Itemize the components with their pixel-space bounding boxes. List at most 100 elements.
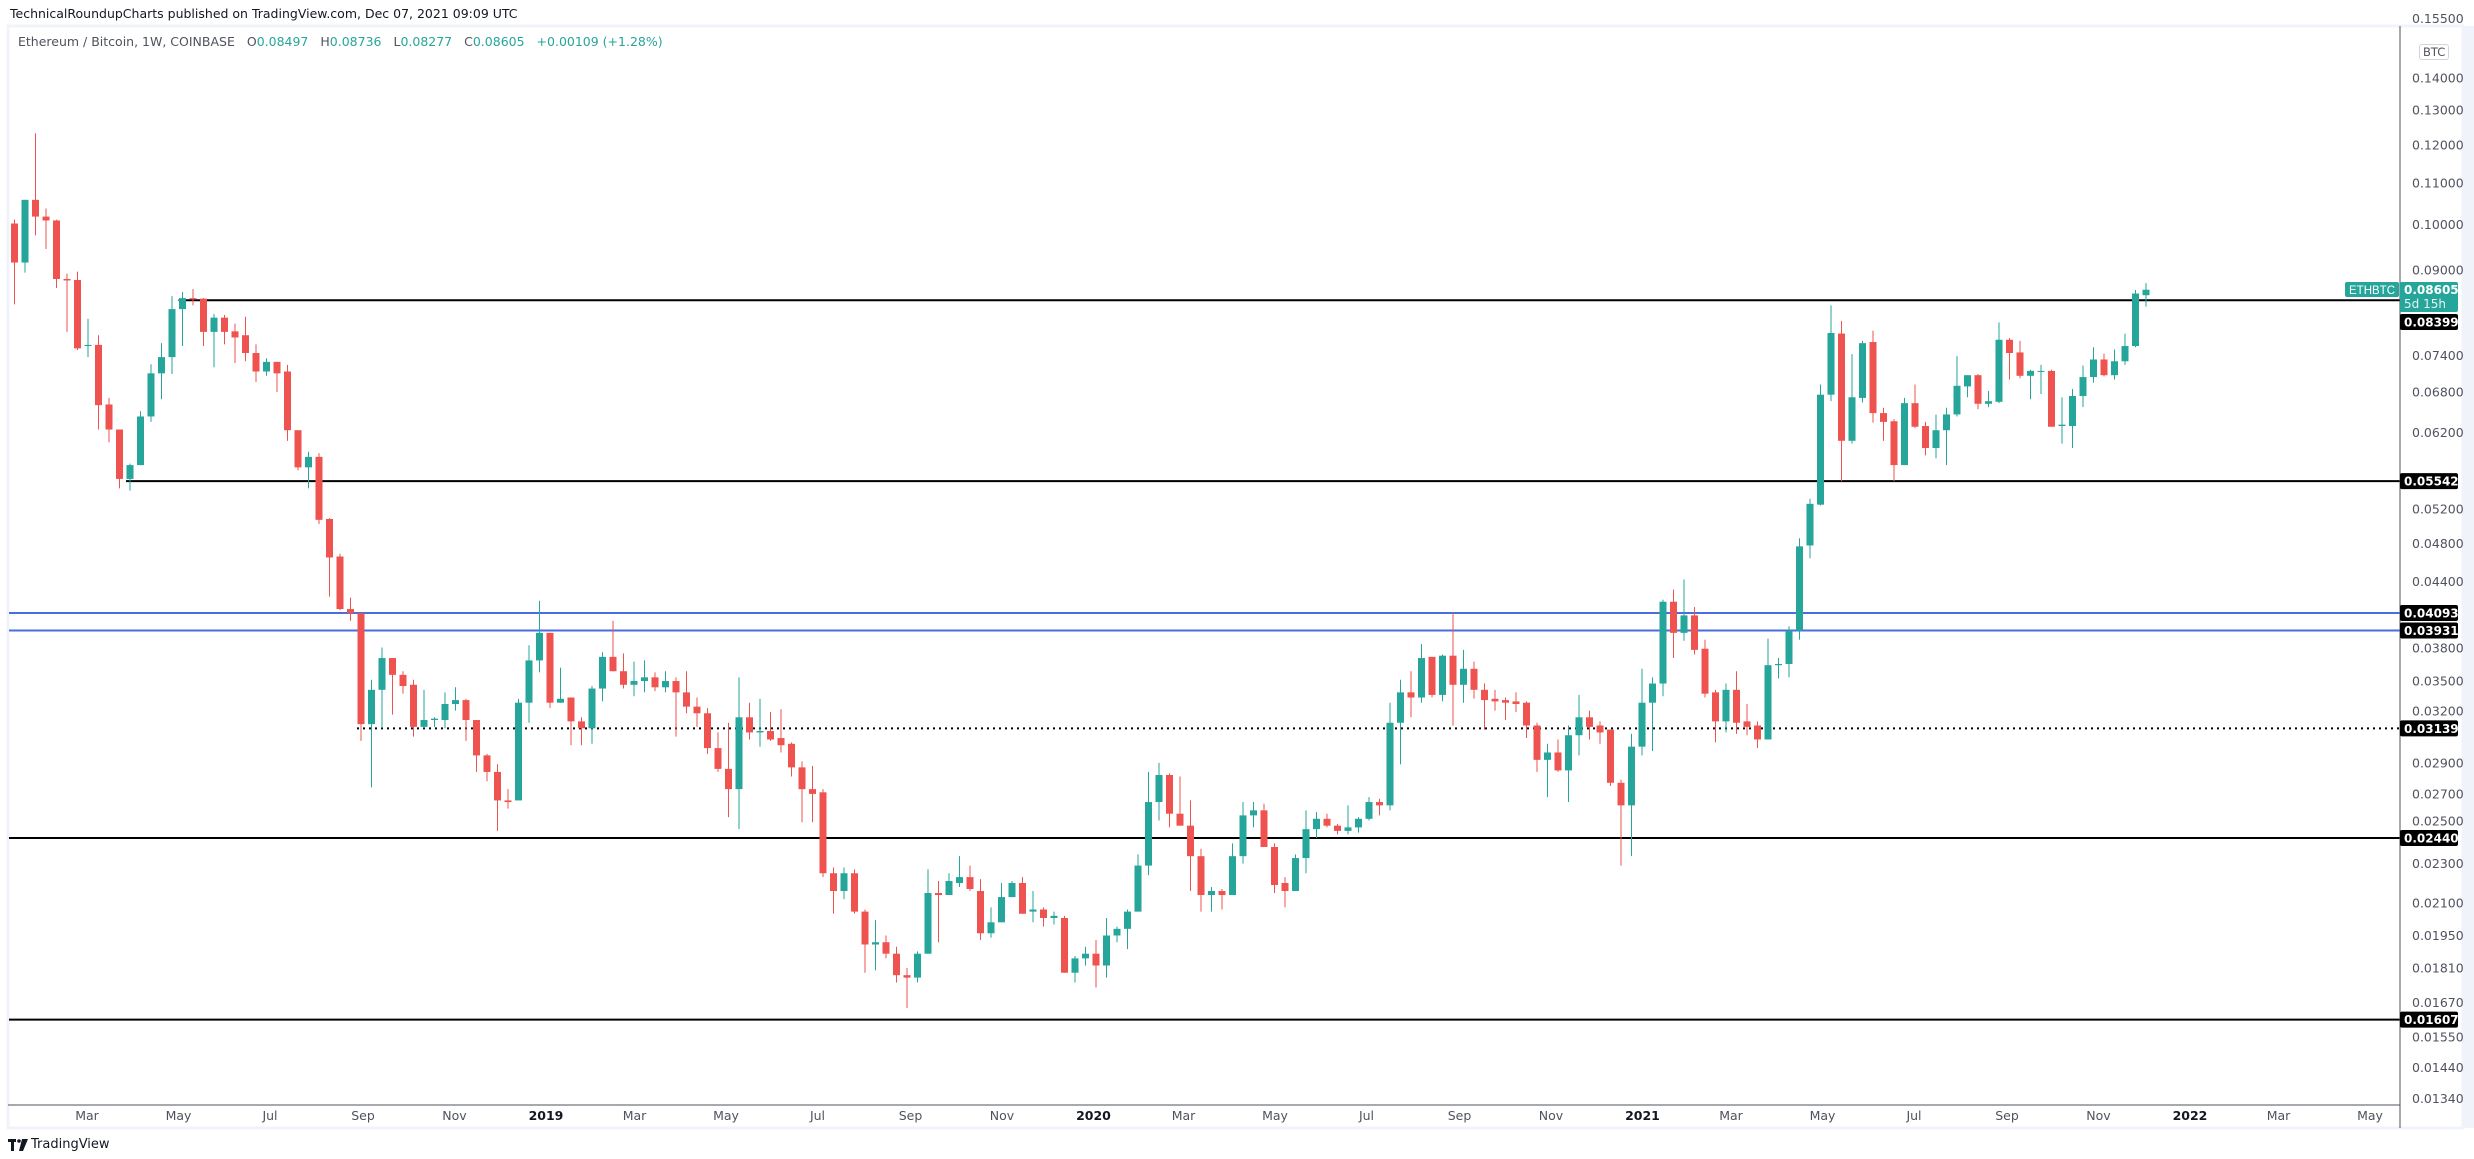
price-tick-label: 0.09000 [2412,263,2464,278]
candle [2079,365,2087,408]
candle-body [42,216,50,221]
candle [1155,762,1163,821]
candle [494,764,501,831]
candle-body [84,344,92,347]
time-tick-label: Jul [809,1108,825,1123]
price-tick-label: 0.04400 [2412,574,2464,589]
candle-body [462,700,470,721]
candle [893,946,900,983]
candle-body [1292,858,1299,891]
candle-body [536,632,543,661]
tradingview-wordmark: TradingView [31,1137,110,1152]
candle-body [1155,775,1163,803]
candle-body [1218,890,1226,896]
candle-body [651,677,659,688]
level-price-label: 0.01607 [2404,1013,2459,1027]
candles [11,133,2150,1009]
candle-body [294,430,302,468]
candle [462,698,470,741]
currency-badge[interactable]: BTC [2419,44,2450,60]
candle [1082,946,1089,966]
price-tick-label: 0.12000 [2412,138,2464,153]
candle-body [1932,430,1940,449]
candle-body [1607,729,1614,783]
tradingview-logo[interactable]: TradingView [8,1137,110,1152]
level-label-bg [2400,829,2458,846]
candle-body [1019,883,1026,914]
candle-body [1260,810,1268,847]
price-tick-label: 0.01550 [2412,1029,2464,1044]
candle [200,298,207,347]
candle-body [1649,683,1656,703]
candle [105,397,113,443]
price-axis[interactable]: 0.15500 0.14000 0.13000 0.12000 0.11000 0.100… [2412,11,2464,1106]
candle-body [483,755,491,772]
close-value: 0.08605 [472,34,525,49]
time-tick-label: 2019 [529,1108,564,1123]
candle-body [2090,359,2097,378]
time-tick-label: Nov [442,1108,467,1123]
candle-body [956,877,963,884]
level-price-label: 0.03139 [2404,722,2459,736]
time-axis[interactable]: Mar May Jul Sep Nov 2019 Mar May Jul Sep Nov 2020 Ma… [75,1108,2383,1123]
candle [158,343,165,400]
price-tick-label: 0.01440 [2412,1060,2464,1075]
candle [735,677,743,830]
candle-body [158,357,165,374]
candle [935,881,942,943]
candle [683,671,690,714]
low-value: 0.08277 [400,34,453,49]
candle [1386,702,1394,811]
candle [2090,347,2097,383]
candle [2132,289,2139,348]
candle-body [1785,630,1793,664]
candle-body [431,718,438,721]
candle-body [798,767,806,790]
price-tick-label: 0.02900 [2412,755,2464,770]
candle [326,518,333,597]
candle [378,647,386,729]
candle [924,869,932,954]
candle [242,316,249,362]
candle [1040,907,1047,927]
candle-body [1029,909,1037,912]
candle [147,364,155,422]
level-price-label: 0.04093 [2404,606,2459,620]
candle-body [1586,717,1593,727]
candle [273,361,281,393]
open-value: 0.08497 [256,34,309,49]
candle [788,742,795,777]
candle [1890,419,1898,482]
candle [336,553,344,611]
candle-body [263,361,270,372]
candle-body [420,720,428,727]
candle [473,720,480,772]
candle-body [494,771,501,801]
candle-body [756,731,764,733]
candle [1754,721,1761,749]
candle [1943,407,1950,466]
candle [2037,364,2045,395]
candle [420,689,428,729]
candle-body [2069,395,2076,427]
candle [1344,805,1352,835]
candle [1827,305,1835,402]
candle [1775,658,1782,679]
candle [851,869,858,914]
candle-body [357,613,365,725]
candle-body [525,660,533,703]
candle [1428,656,1436,698]
candle [1481,683,1488,730]
candle-body [168,309,176,358]
candle [1355,817,1362,833]
candle [2100,353,2108,377]
candle-body [95,344,102,406]
horizontal-levels [9,299,2400,1021]
candle-body [1113,928,1121,936]
candle [483,753,491,782]
candle-body [105,404,113,430]
candle-body [2016,352,2024,376]
candle [1523,701,1530,739]
candle-body [1197,856,1205,896]
